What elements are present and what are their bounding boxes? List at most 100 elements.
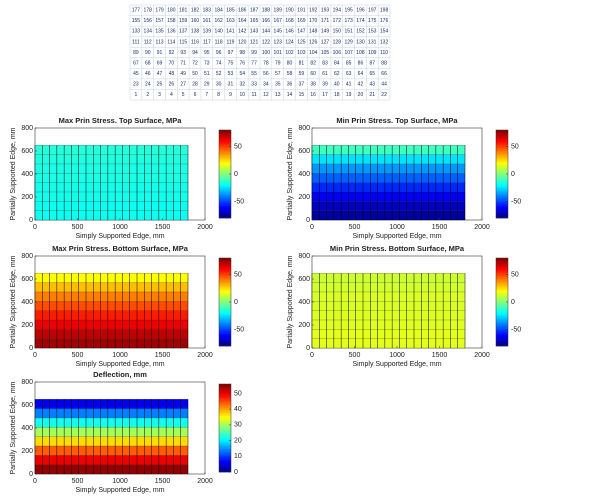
node-number: 157	[155, 18, 164, 24]
node-number: 16	[310, 92, 316, 98]
colorbar-segment	[496, 149, 508, 151]
colorbar-segment	[219, 201, 231, 204]
node-number: 109	[368, 50, 377, 56]
colorbar-segment	[219, 141, 231, 143]
colorbar-segment	[219, 414, 231, 416]
node-number: 21	[369, 92, 375, 98]
colorbar-segment	[219, 339, 231, 341]
colorbar-segment	[496, 147, 508, 150]
node-number: 24	[145, 81, 151, 87]
node-number: 103	[297, 50, 306, 56]
colorbar-segment	[219, 385, 231, 388]
chart-title: Deflection, mm	[93, 370, 147, 379]
node-number: 12	[263, 92, 269, 98]
colorbar-segment	[219, 434, 231, 437]
node-number: 150	[333, 29, 342, 35]
chart-title: Max Prin Stress. Bottom Surface, MPa	[52, 244, 189, 253]
colorbar-segment	[219, 425, 231, 427]
colorbar-segment	[219, 278, 231, 281]
colorbar-segment	[219, 307, 231, 310]
node-number: 167	[274, 18, 283, 24]
colorbar-segment	[219, 259, 231, 262]
colorbar-tick-label: 10	[234, 453, 242, 460]
colorbar-segment	[219, 208, 231, 211]
colorbar-segment	[496, 270, 508, 273]
node-number: 180	[167, 8, 176, 14]
node-number: 147	[297, 29, 306, 35]
field-cell	[312, 338, 465, 348]
colorbar-segment	[496, 337, 508, 340]
x-tick-label: 1000	[112, 224, 128, 231]
colorbar-segment	[496, 318, 508, 321]
colorbar-segment	[219, 134, 231, 136]
colorbar-segment	[219, 452, 231, 455]
x-tick-label: 1000	[112, 352, 128, 359]
colorbar-segment	[496, 326, 508, 329]
colorbar-segment	[496, 340, 508, 343]
colorbar-segment	[496, 194, 508, 197]
field-cell	[35, 201, 188, 211]
colorbar-segment	[496, 191, 508, 194]
colorbar-segment	[219, 154, 231, 157]
colorbar-segment	[219, 156, 231, 158]
y-tick-label: 600	[298, 276, 310, 283]
node-number: 37	[299, 81, 305, 87]
colorbar-segment	[496, 258, 508, 260]
colorbar-segment	[219, 258, 231, 260]
node-number: 43	[369, 81, 375, 87]
node-number: 113	[156, 39, 164, 45]
colorbar-segment	[219, 205, 231, 208]
node-number: 70	[169, 60, 175, 66]
colorbar-segment	[496, 141, 508, 143]
colorbar-segment	[496, 282, 508, 285]
field-cell	[35, 282, 188, 292]
heatmap-panel: Min Prin Stress. Top Surface, MPa Simply …	[287, 116, 521, 240]
colorbar-segment	[219, 297, 231, 300]
node-number: 161	[203, 18, 212, 24]
colorbar-segment	[496, 197, 508, 200]
node-number: 181	[179, 8, 188, 14]
colorbar-segment	[496, 304, 508, 307]
node-number: 22	[381, 92, 387, 98]
node-number: 67	[133, 60, 139, 66]
colorbar-segment	[219, 433, 231, 436]
colorbar-segment	[219, 179, 231, 182]
y-axis-label: Partially Supported Edge, mm	[10, 381, 17, 474]
node-number: 47	[157, 71, 163, 77]
node-number: 110	[380, 50, 388, 56]
colorbar-segment	[219, 408, 231, 411]
colorbar-segment	[219, 187, 231, 190]
colorbar-segment	[219, 200, 231, 202]
node-number: 61	[322, 71, 328, 77]
colorbar-segment	[496, 131, 508, 134]
node-number: 197	[368, 8, 377, 14]
node-number: 173	[344, 18, 353, 24]
colorbar-segment	[219, 314, 231, 317]
field-cell	[35, 436, 188, 446]
colorbar-segment	[219, 212, 231, 215]
node-number: 45	[133, 71, 139, 77]
node-number: 135	[155, 29, 164, 35]
node-number: 174	[356, 18, 365, 24]
node-number: 136	[167, 29, 176, 35]
node-number: 133	[132, 29, 141, 35]
colorbar-segment	[219, 426, 231, 429]
y-tick-label: 0	[306, 217, 310, 224]
colorbar-segment	[496, 330, 508, 333]
colorbar-segment	[219, 422, 231, 425]
colorbar-segment	[219, 169, 231, 172]
colorbar-segment	[219, 329, 231, 332]
field-cell	[312, 291, 465, 302]
colorbar-segment	[219, 262, 231, 264]
colorbar-segment	[496, 193, 508, 195]
colorbar-segment	[219, 160, 231, 162]
colorbar-segment	[496, 143, 508, 146]
colorbar-segment	[219, 130, 231, 132]
field-cell	[35, 408, 188, 418]
colorbar-segment	[219, 466, 231, 469]
node-number: 121	[250, 39, 259, 45]
colorbar-segment	[496, 293, 508, 296]
node-number: 146	[285, 29, 294, 35]
colorbar-segment	[219, 185, 231, 187]
colorbar-segment	[219, 436, 231, 438]
